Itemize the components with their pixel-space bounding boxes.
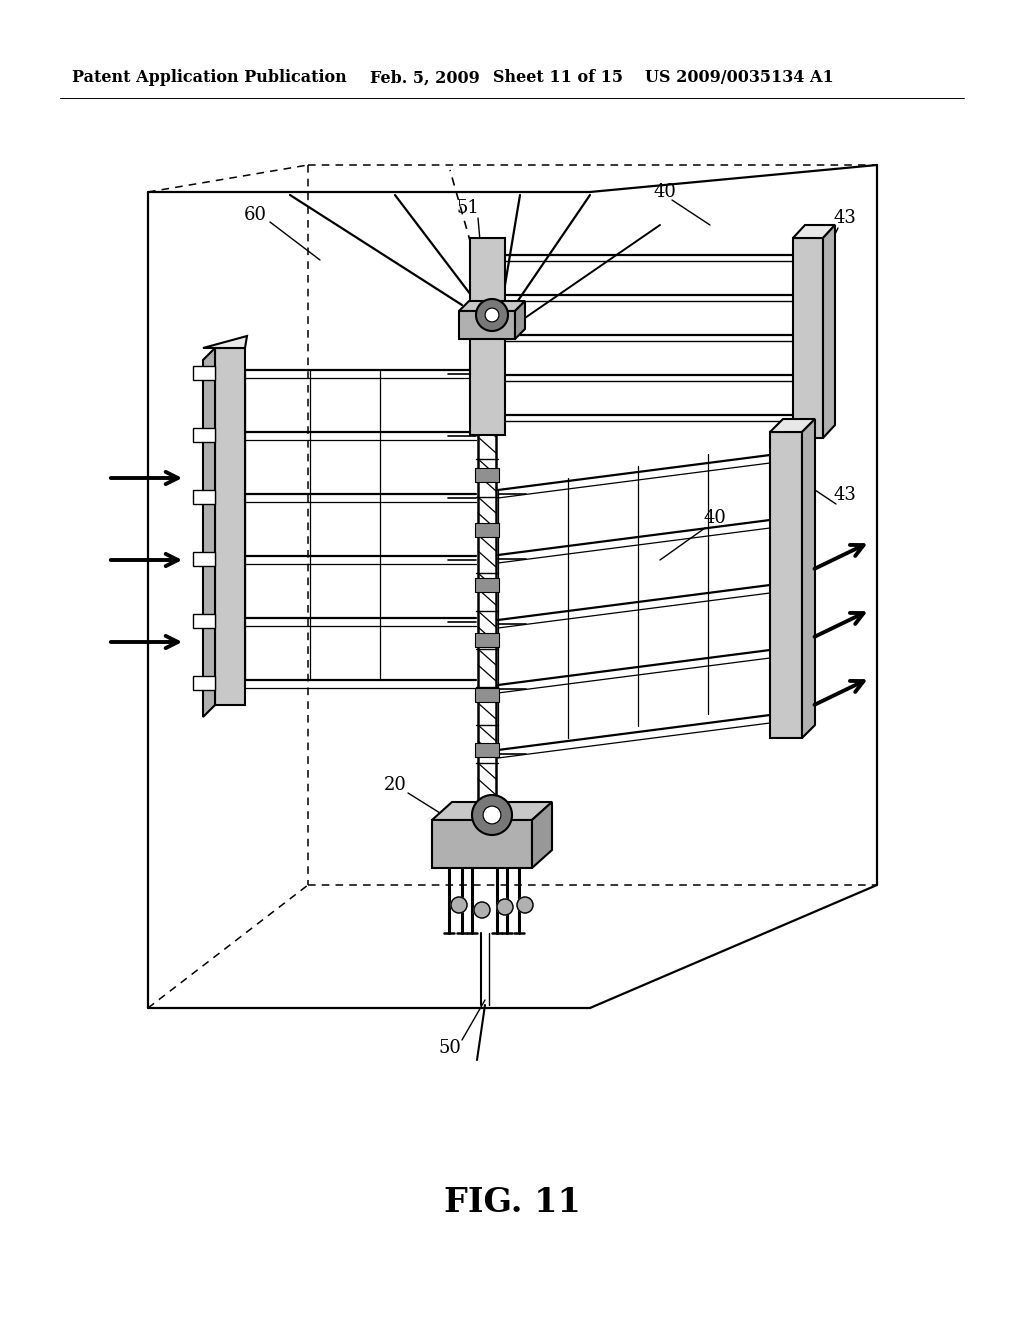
Polygon shape xyxy=(475,743,499,756)
Text: US 2009/0035134 A1: US 2009/0035134 A1 xyxy=(645,70,834,87)
Polygon shape xyxy=(475,634,499,647)
Polygon shape xyxy=(215,348,245,705)
Circle shape xyxy=(497,899,513,915)
Circle shape xyxy=(476,300,508,331)
Circle shape xyxy=(483,807,501,824)
Polygon shape xyxy=(203,348,215,717)
Polygon shape xyxy=(475,578,499,591)
Polygon shape xyxy=(193,676,215,690)
Polygon shape xyxy=(203,337,247,348)
Polygon shape xyxy=(515,301,525,339)
Text: 40: 40 xyxy=(653,183,677,201)
Polygon shape xyxy=(802,418,815,738)
Text: 43: 43 xyxy=(834,486,856,504)
Polygon shape xyxy=(193,366,215,380)
Text: 60: 60 xyxy=(244,206,266,224)
Polygon shape xyxy=(432,820,532,869)
Polygon shape xyxy=(193,614,215,628)
Polygon shape xyxy=(475,413,499,426)
Polygon shape xyxy=(793,224,835,238)
Polygon shape xyxy=(470,238,505,436)
Polygon shape xyxy=(193,428,215,442)
Polygon shape xyxy=(475,358,499,372)
Polygon shape xyxy=(770,432,802,738)
Polygon shape xyxy=(193,490,215,504)
Text: Patent Application Publication: Patent Application Publication xyxy=(72,70,347,87)
Circle shape xyxy=(472,795,512,836)
Polygon shape xyxy=(193,552,215,566)
Polygon shape xyxy=(823,224,835,438)
Text: 43: 43 xyxy=(834,209,856,227)
Polygon shape xyxy=(532,803,552,869)
Polygon shape xyxy=(432,803,552,820)
Circle shape xyxy=(517,898,534,913)
Text: Feb. 5, 2009: Feb. 5, 2009 xyxy=(370,70,480,87)
Polygon shape xyxy=(793,238,823,438)
Text: Sheet 11 of 15: Sheet 11 of 15 xyxy=(493,70,623,87)
Text: FIG. 11: FIG. 11 xyxy=(443,1185,581,1218)
Polygon shape xyxy=(475,688,499,702)
Circle shape xyxy=(451,898,467,913)
Polygon shape xyxy=(770,418,815,432)
Polygon shape xyxy=(475,523,499,537)
Polygon shape xyxy=(459,312,515,339)
Text: 20: 20 xyxy=(384,776,407,795)
Polygon shape xyxy=(475,469,499,482)
Text: 50: 50 xyxy=(438,1039,462,1057)
Text: 51: 51 xyxy=(457,199,479,216)
Text: 40: 40 xyxy=(703,510,726,527)
Polygon shape xyxy=(459,301,525,312)
Circle shape xyxy=(485,308,499,322)
Circle shape xyxy=(474,902,490,917)
